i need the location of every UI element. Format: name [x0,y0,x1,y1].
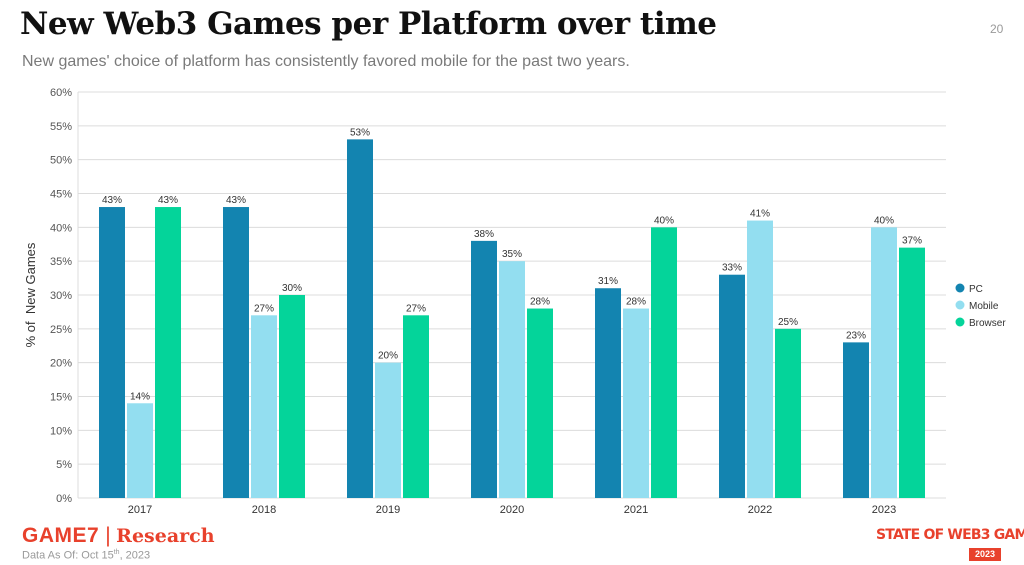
bar-browser-2020 [527,308,553,498]
y-tick-label: 55% [50,121,72,133]
x-tick-label: 2017 [128,504,152,516]
data-as-of-sup: th [113,549,120,556]
x-tick-label: 2022 [748,504,772,516]
y-tick-label: 20% [50,358,72,370]
data-label: 43% [158,195,178,206]
data-label: 37% [902,236,922,247]
y-tick-label: 15% [50,392,72,404]
x-tick-label: 2019 [376,504,400,516]
data-label: 40% [874,215,894,226]
x-tick-label: 2018 [252,504,276,516]
x-tick-label: 2023 [872,504,896,516]
data-as-of-suffix: , 2023 [119,549,151,562]
page-number: 20 [990,22,1004,36]
game7-logo: GAME7 | Research [22,524,215,548]
data-label: 30% [282,283,302,294]
data-label: 23% [846,330,866,341]
data-label: 20% [378,351,398,362]
bar-mobile-2022 [747,220,773,499]
data-label: 40% [654,215,674,226]
data-label: 27% [254,303,274,314]
data-label: 31% [598,276,618,287]
bar-browser-2021 [651,227,677,499]
legend-label: Mobile [969,301,999,312]
data-label: 28% [530,297,550,308]
brand-separator: | [105,524,112,547]
badge-year: 2023 [969,548,1002,561]
bar-pc-2018 [223,207,249,498]
legend-marker-mobile [955,300,965,310]
data-label: 43% [102,195,122,206]
data-label: 35% [502,249,522,260]
bar-pc-2022 [719,274,745,498]
data-label: 14% [130,391,150,402]
data-label: 41% [750,209,770,220]
x-tick-label: 2020 [500,504,524,516]
y-tick-label: 30% [50,290,72,302]
y-tick-label: 50% [50,155,72,167]
bar-browser-2018 [279,295,305,498]
data-as-of: Data As Of: Oct 15th, 2023 [22,549,150,562]
bar-browser-2023 [899,247,925,498]
legend-label: Browser [969,318,1006,329]
bar-browser-2022 [775,328,801,498]
data-label: 27% [406,303,426,314]
y-tick-label: 60% [50,87,72,99]
bar-browser-2017 [155,207,181,498]
legend-marker-pc [955,283,965,293]
data-as-of-prefix: Data As Of: Oct 15 [22,549,114,562]
badge-text: STATE OF WEB3 GAMING [876,527,1024,543]
data-label: 25% [778,317,798,328]
bar-browser-2019 [403,315,429,498]
bar-chart: 0% 5% 10% 15% 20% 25% 30% 35% 40% 45% 50% 55% 60% % o… [23,87,1006,516]
data-label: 33% [722,263,742,274]
y-tick-label: 10% [50,425,72,437]
y-tick-label: 40% [50,222,72,234]
bar-mobile-2023 [871,227,897,499]
y-tick-label: 5% [56,459,72,471]
research-label: Research [116,525,215,547]
bar-mobile-2020 [499,261,525,498]
page-title: New Web3 Games per Platform over time [20,6,717,42]
bar-mobile-2019 [375,362,401,498]
data-label: 28% [626,297,646,308]
bar-mobile-2017 [127,403,153,498]
state-of-web3-gaming-logo: STATE OF WEB3 GAMING 2023 [876,527,1024,563]
y-tick-label: 45% [50,189,72,201]
game7-brand: GAME7 [22,524,100,547]
y-tick-label: 35% [50,256,72,268]
bar-mobile-2021 [623,308,649,498]
y-tick-label: 25% [50,324,72,336]
x-tick-label: 2021 [624,504,648,516]
bar-pc-2020 [471,240,497,498]
legend-label: PC [969,284,983,295]
data-label: 53% [350,127,370,138]
bar-mobile-2018 [251,315,277,498]
bar-pc-2019 [347,139,373,498]
data-label: 43% [226,195,246,206]
page-subtitle: New games' choice of platform has consis… [22,53,630,70]
y-tick-label: 0% [56,493,72,505]
data-label: 38% [474,229,494,240]
y-axis-label: % of New Games [23,242,38,347]
bar-pc-2021 [595,288,621,498]
bar-pc-2023 [843,342,869,498]
legend-marker-browser [955,317,965,327]
bar-pc-2017 [99,207,125,498]
